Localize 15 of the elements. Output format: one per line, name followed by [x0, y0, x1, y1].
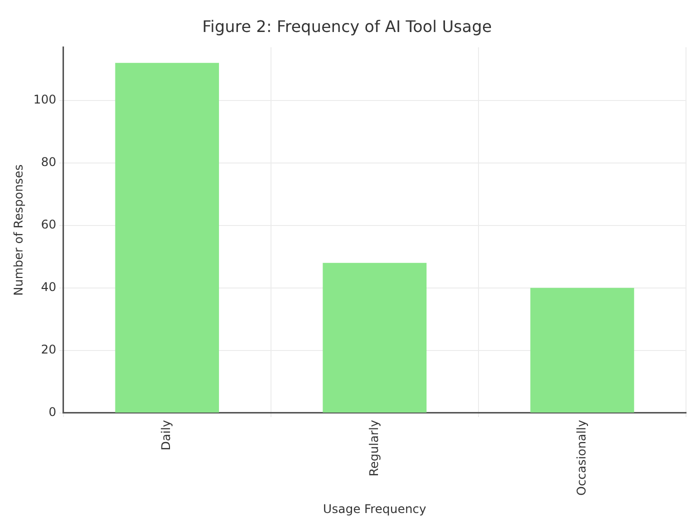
x-tick-label: Daily [159, 420, 174, 450]
y-tick-label: 40 [41, 280, 56, 294]
x-tick-label: Occasionally [574, 420, 588, 496]
y-axis-title: Number of Responses [11, 164, 26, 296]
y-tick-label: 60 [41, 218, 56, 232]
y-tick-label: 20 [41, 342, 56, 357]
bar [530, 288, 634, 412]
y-tick-label: 0 [48, 405, 56, 420]
y-tick-label: 80 [41, 154, 56, 169]
x-tick-label: Regularly [366, 420, 381, 476]
y-tick-label: 100 [33, 92, 56, 106]
bar [322, 262, 427, 412]
x-axis-title: Usage Frequency [323, 502, 426, 516]
chart-title: Figure 2: Frequency of AI Tool Usage [202, 16, 492, 36]
bar [115, 62, 219, 412]
